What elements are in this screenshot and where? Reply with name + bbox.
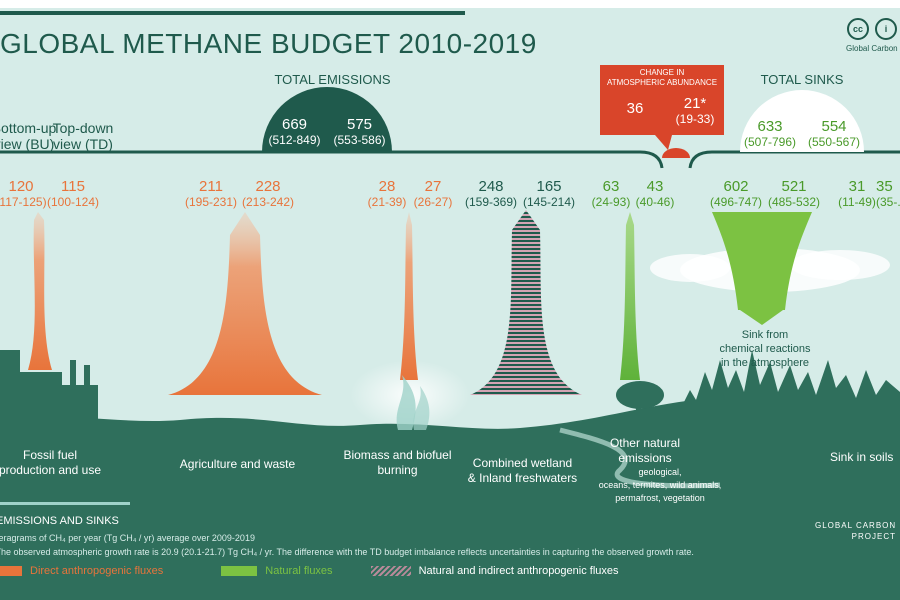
fossil-td-range: (100-124) — [46, 195, 100, 209]
footer-note-growth: *The observed atmospheric growth rate is… — [0, 547, 694, 557]
biomass-bu-block: 28 (21-39) — [364, 178, 410, 209]
agriculture-bu-range: (195-231) — [184, 195, 238, 209]
legend-swatch-direct — [0, 566, 22, 576]
fossil-bu-range: (117-125) — [0, 195, 47, 209]
agriculture-label: Agriculture and waste — [179, 457, 296, 471]
title-rule — [0, 11, 465, 15]
total-sinks-label: TOTAL SINKS — [760, 72, 844, 87]
wetland-td-range: (145-214) — [522, 195, 576, 209]
atmospheric-change-label: CHANGE IN ATMOSPHERIC ABUNDANCE — [606, 68, 718, 87]
total-sinks-bu-range: (507-796) — [743, 135, 797, 149]
other-natural-bu-value: 63 — [602, 178, 620, 195]
biomass-bu-range: (21-39) — [367, 195, 407, 209]
gcp-label: Global Carbon Project — [846, 44, 900, 53]
gcp-logo: GLOBAL CARBON PROJECT — [815, 521, 897, 541]
by-icon: i — [875, 18, 897, 40]
soil-sink-label: Sink in soils — [830, 450, 894, 464]
page-title: GLOBAL METHANE BUDGET 2010-2019 — [0, 28, 537, 59]
fossil-bu-block: 120 (117-125) — [0, 178, 52, 209]
total-emissions-label: TOTAL EMISSIONS — [274, 72, 391, 87]
total-emissions-bu-range: (512-849) — [268, 133, 321, 147]
fossil-td-block: 115 (100-124) — [42, 178, 104, 209]
footer-heading: EMISSIONS AND SINKS — [0, 515, 119, 527]
legend-label-mixed: Natural and indirect anthropogenic fluxe… — [418, 565, 619, 577]
other-natural-bu-block: 63 (24-93) — [588, 178, 634, 209]
chem-sink-td-block: 521 (485-532) — [763, 178, 825, 209]
wetland-bu-value: 248 — [478, 178, 504, 195]
agriculture-td-range: (213-242) — [241, 195, 295, 209]
soil-sink-td-value: 35 — [876, 178, 893, 195]
biomass-td-value: 27 — [424, 178, 442, 195]
soil-sink-bu-range: (11-49) — [838, 195, 876, 209]
total-emissions-values: 669 (512-849) 575 (553-586) — [262, 116, 392, 147]
chem-sink-td-value: 521 — [781, 178, 807, 195]
other-natural-td-range: (40-46) — [635, 195, 675, 209]
total-sinks-td: 554 — [821, 118, 847, 135]
bu-view-label: Bottom-upview (BU) — [0, 120, 57, 152]
other-natural-sublabel: geological, oceans, termites, wild animal… — [598, 467, 722, 503]
chem-sink-bu-block: 602 (496-747) — [705, 178, 767, 209]
wetland-td-block: 43165(145-214) — [518, 178, 580, 209]
legend-label-direct: Direct anthropogenic fluxes — [30, 565, 164, 577]
agriculture-td-block: 228 (213-242) — [237, 178, 299, 209]
legend-swatch-natural — [221, 566, 258, 576]
atmospheric-change-td-block: 21* (19-33) — [672, 95, 718, 126]
agriculture-td-value: 228 — [255, 178, 281, 195]
total-emissions-td: 575 — [346, 116, 373, 133]
agriculture-bu-value: 211 — [199, 178, 223, 195]
soil-sink-td-range: (35-... — [876, 195, 900, 209]
biomass-td-range: (26-27) — [413, 195, 453, 209]
footer-note-units: Teragrams of CH₄ per year (Tg CH₄ / yr) … — [0, 533, 255, 543]
atmospheric-change-td: 21* — [683, 95, 707, 112]
biomass-bu-value: 28 — [378, 178, 396, 195]
legend-label-natural: Natural fluxes — [265, 565, 333, 577]
atmospheric-change-bu: 36 — [626, 100, 644, 117]
atmospheric-change-td-range: (19-33) — [675, 112, 715, 126]
total-emissions-bu: 669 — [281, 116, 308, 133]
biomass-label: Biomass and biofuel burning — [343, 448, 452, 477]
other-natural-td-value: 43 — [646, 178, 664, 195]
agriculture-bu-block: 211 (195-231) — [180, 178, 242, 209]
chem-sink-bu-range: (496-747) — [709, 195, 763, 209]
soil-sink-bu-value: 31 — [848, 178, 866, 195]
soil-sink-bu-block: 31 (11-49) — [834, 178, 880, 209]
chem-sink-bu-value: 602 — [723, 178, 749, 195]
other-natural-bu-range: (24-93) — [591, 195, 631, 209]
license-icons: cc i — [847, 18, 897, 40]
total-sinks-values: 633 (507-796) 554 (550-567) — [738, 118, 866, 149]
legend-swatch-mixed — [370, 566, 411, 576]
other-natural-label: Other natural emissions — [609, 436, 681, 465]
other-natural-td-block: 43 (40-46) — [632, 178, 678, 209]
fossil-td-value: 115 — [61, 178, 85, 195]
fossil-bu-value: 120 — [8, 178, 34, 195]
wetland-bu-block: 248 (159-369) — [460, 178, 522, 209]
fossil-label: Fossil fuel production and use — [0, 448, 102, 477]
total-emissions-td-range: (553-586) — [333, 133, 386, 147]
soil-sink-td-block: 35(35-... — [876, 178, 900, 209]
legend: Direct anthropogenic fluxes Natural flux… — [0, 565, 619, 577]
chem-sink-label: Sink from chemical reactions in the atmosp… — [719, 329, 811, 369]
td-view-label: Top-down view (TD) — [52, 120, 114, 152]
wetland-bu-range: (159-369) — [464, 195, 518, 209]
total-sinks-td-range: (550-567) — [807, 135, 861, 149]
total-sinks-bu: 633 — [757, 118, 783, 135]
cc-icon: cc — [847, 18, 869, 40]
wetland-label: Combined wetland & Inland freshwaters — [467, 456, 578, 485]
biomass-td-block: 27 (26-27) — [410, 178, 456, 209]
chem-sink-td-range: (485-532) — [767, 195, 821, 209]
